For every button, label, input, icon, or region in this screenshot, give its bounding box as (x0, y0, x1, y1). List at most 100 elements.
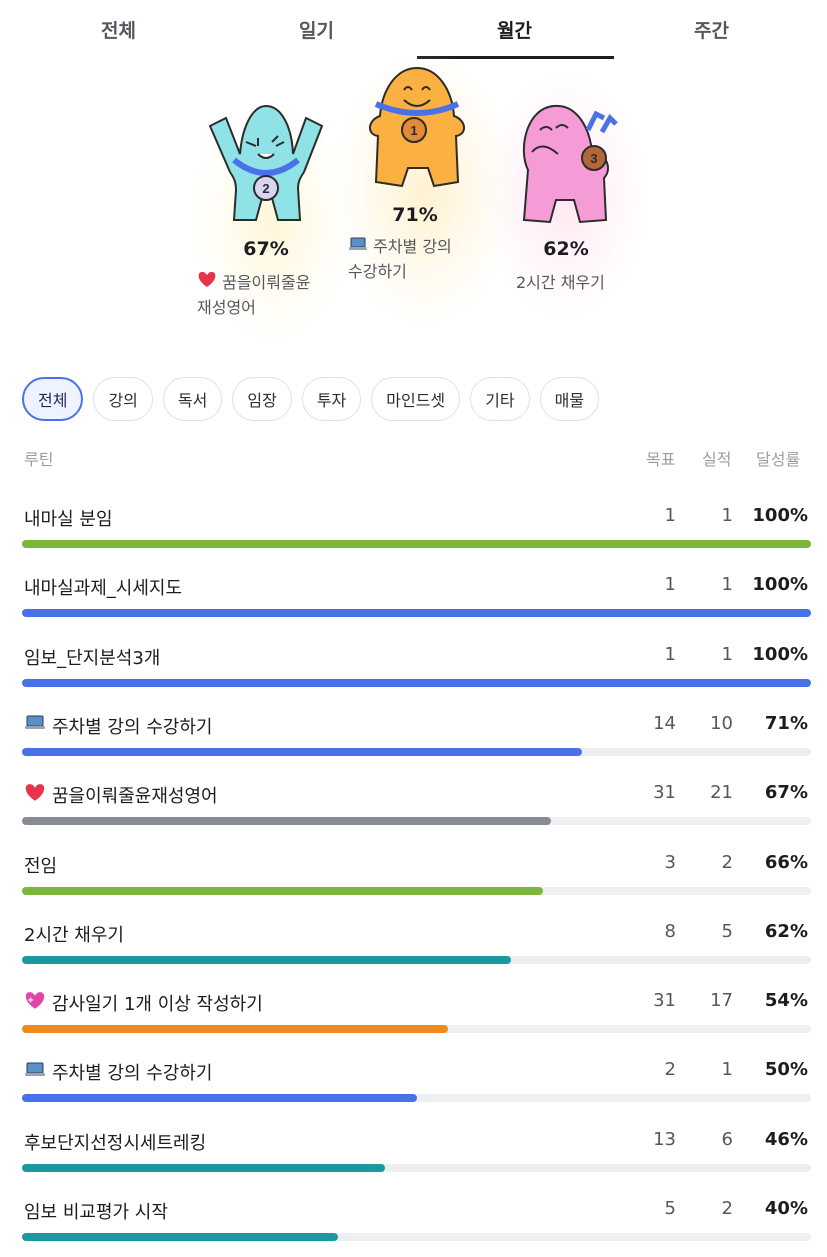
goal-value: 14 (653, 712, 676, 734)
tab-monthly[interactable]: 월간 (497, 19, 532, 42)
actual-value: 1 (721, 643, 733, 665)
routine-name: 임보 비교평가 시작 (24, 1198, 168, 1224)
routine-name-text: 꿈을이뤄줄윤재성영어 (52, 786, 218, 808)
routine-name: 내마실 분임 (24, 505, 113, 531)
table-row[interactable]: 임보_단지분석3개 1 1 100% (0, 634, 827, 703)
routine-name-text: 주차별 강의 수강하기 (52, 1063, 213, 1085)
table-row[interactable]: 전임 3 2 66% (0, 842, 827, 911)
tab-weekly[interactable]: 주간 (694, 19, 729, 42)
second-place-percent: 67% (243, 238, 289, 260)
progress-track (22, 1233, 811, 1241)
progress-fill (22, 1233, 338, 1241)
second-place-name-line1: 꿈을이뤄줄윤 (222, 273, 311, 292)
routine-name-text: 내마실과제_시세지도 (24, 578, 183, 600)
routine-name: 내마실과제_시세지도 (24, 574, 182, 600)
actual-value: 6 (721, 1128, 733, 1150)
routine-name-text: 후보단지선정시세트레킹 (24, 1132, 207, 1154)
filter-chip-other[interactable]: 기타 (470, 377, 530, 421)
table-row[interactable]: 주차별 강의 수강하기 2 1 50% (0, 1049, 827, 1118)
category-filter-chips: 전체 강의 독서 임장 투자 마인드셋 기타 매물 (22, 377, 600, 423)
goal-value: 3 (664, 851, 676, 873)
table-row[interactable]: 감사일기 1개 이상 작성하기 31 17 54% (0, 980, 827, 1049)
filter-chip-mindset[interactable]: 마인드셋 (371, 377, 461, 421)
third-place-name: 2시간 채우기 (516, 273, 605, 292)
achievement-rate: 40% (764, 1198, 808, 1219)
routine-name-text: 주차별 강의 수강하기 (52, 716, 213, 738)
actual-value: 1 (721, 574, 733, 596)
routine-name: 후보단지선정시세트레킹 (24, 1129, 206, 1155)
filter-chip-field-visit[interactable]: 임장 (232, 377, 292, 421)
goal-value: 1 (664, 505, 676, 526)
progress-track (22, 817, 811, 826)
achievement-rate: 67% (764, 782, 808, 804)
achievement-rate: 71% (764, 712, 808, 734)
active-tab-indicator (417, 56, 614, 59)
progress-fill (22, 1163, 385, 1172)
first-place-name-line1: 주차별 강의 (373, 237, 452, 256)
routine-name-text: 감사일기 1개 이상 작성하기 (52, 994, 263, 1016)
filter-chip-investment[interactable]: 투자 (301, 377, 362, 421)
routine-name: 꿈을이뤄줄윤재성영어 (24, 782, 218, 808)
actual-value: 1 (721, 1059, 733, 1081)
third-rank-number: 3 (590, 151, 597, 166)
routine-name-text: 임보_단지분석3개 (24, 647, 161, 669)
column-header-goal: 목표 (646, 450, 676, 469)
routine-name: 감사일기 1개 이상 작성하기 (24, 990, 263, 1016)
filter-chip-all[interactable]: 전체 (22, 377, 84, 421)
routine-name-text: 내마실 분임 (24, 509, 113, 530)
column-header-rate: 달성률 (756, 450, 801, 469)
second-rank-number: 2 (262, 181, 269, 196)
table-row[interactable]: 후보단지선정시세트레킹 13 6 46% (0, 1119, 827, 1188)
actual-value: 10 (710, 712, 733, 734)
progress-fill (22, 955, 512, 964)
progress-fill (22, 540, 811, 548)
table-row[interactable]: 주차별 강의 수강하기 14 10 71% (0, 703, 827, 772)
progress-fill (22, 747, 583, 756)
column-header-actual: 실적 (702, 450, 732, 469)
filter-chip-lecture[interactable]: 강의 (93, 377, 153, 421)
goal-value: 8 (664, 920, 676, 942)
laptop-icon (348, 234, 368, 259)
achievement-rate: 100% (752, 643, 808, 665)
table-row[interactable]: 내마실과제_시세지도 1 1 100% (0, 564, 827, 633)
achievement-rate: 100% (752, 505, 808, 526)
first-rank-number: 1 (410, 123, 417, 138)
tab-diary[interactable]: 일기 (299, 19, 334, 42)
second-place-character: 2 (208, 104, 324, 221)
third-place-percent: 62% (543, 238, 589, 260)
progress-fill (22, 886, 543, 895)
progress-fill (22, 609, 811, 618)
table-row[interactable]: 2시간 채우기 8 5 62% (0, 911, 827, 980)
routine-name: 2시간 채우기 (24, 921, 124, 947)
laptop-icon (24, 1061, 46, 1084)
table-row[interactable]: 꿈을이뤄줄윤재성영어 31 21 67% (0, 772, 827, 841)
routine-name-text: 2시간 채우기 (24, 924, 124, 946)
achievement-rate: 50% (764, 1059, 808, 1081)
achievement-rate: 66% (764, 851, 808, 873)
goal-value: 1 (664, 574, 676, 596)
table-row[interactable]: 내마실 분임 1 1 100% (0, 495, 827, 564)
achievement-rate: 100% (752, 574, 808, 596)
progress-fill (22, 678, 811, 687)
progress-fill (22, 1094, 417, 1103)
actual-value: 2 (721, 851, 733, 873)
progress-track (22, 955, 811, 964)
achievement-rate: 62% (764, 920, 808, 942)
ranking-podium: 2 1 3 71% 주차별 강의 수강하기 67% 꿈을이뤄줄윤 재성영어 6 (0, 50, 827, 350)
progress-track (22, 1025, 811, 1034)
progress-track (22, 609, 811, 618)
second-place-name-line2: 재성영어 (197, 298, 256, 317)
tab-all[interactable]: 전체 (101, 19, 136, 42)
column-header-routine: 루틴 (24, 450, 54, 469)
progress-track (22, 540, 811, 548)
filter-chip-listing[interactable]: 매물 (539, 377, 600, 421)
filter-chip-reading[interactable]: 독서 (162, 377, 223, 421)
table-row[interactable]: 임보 비교평가 시작 5 2 40% (0, 1188, 827, 1257)
actual-value: 5 (721, 920, 733, 942)
goal-value: 13 (653, 1128, 676, 1150)
achievement-rate: 54% (764, 990, 808, 1012)
goal-value: 31 (653, 990, 676, 1012)
achievement-rate: 46% (764, 1128, 808, 1150)
heart-icon (197, 270, 217, 295)
third-place-character: 3 (522, 104, 618, 224)
